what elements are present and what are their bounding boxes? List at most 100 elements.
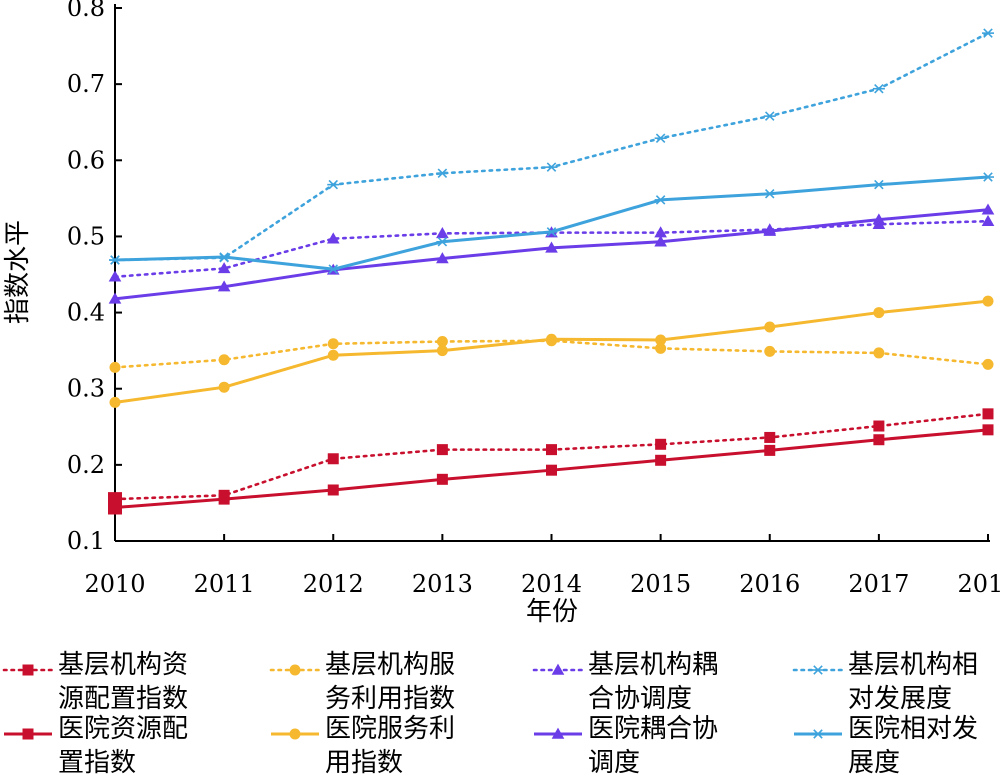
marker-stroke <box>764 111 775 121</box>
data-point <box>545 241 558 253</box>
marker-stroke <box>546 227 557 237</box>
x-tick-label: 2011 <box>194 570 255 598</box>
legend-symbol <box>269 664 321 676</box>
data-point <box>981 203 995 215</box>
legend-label: 基层机构资 源配置指数 <box>58 648 188 716</box>
data-point <box>982 424 994 436</box>
data-point <box>981 214 995 226</box>
data-point <box>108 500 122 515</box>
y-tick-label: 0.4 <box>67 299 105 327</box>
data-point <box>982 172 994 182</box>
series-8 <box>109 172 994 274</box>
data-point <box>109 361 121 373</box>
legend-label-line: 基层机构相 <box>848 650 979 680</box>
data-point <box>326 232 340 244</box>
x-tick-label: 2016 <box>739 570 800 598</box>
legend-label-line: 置指数 <box>58 748 137 778</box>
data-point <box>763 224 777 236</box>
legend-label-line: 医院耦合协 <box>588 714 719 744</box>
legend-item: 医院耦合协 调度 <box>530 712 718 780</box>
data-point <box>654 226 667 238</box>
x-tick-label: 2014 <box>521 570 582 598</box>
legend-item: 基层机构资 源配置指数 <box>0 648 188 716</box>
y-tick-label: 0.3 <box>67 375 105 403</box>
legend-label-line: 展度 <box>848 748 901 778</box>
y-tick-label: 0.5 <box>67 222 105 250</box>
legend-symbol <box>532 663 584 675</box>
data-point <box>655 438 667 450</box>
legend-label-line: 源配置指数 <box>58 684 189 714</box>
series-1 <box>108 408 994 507</box>
data-point <box>109 255 121 265</box>
data-point <box>109 396 121 408</box>
legend-label-line: 医院相对发 <box>848 714 979 744</box>
legend-item: 医院服务利 用指数 <box>267 712 455 780</box>
legend-label-line: 对发展度 <box>848 684 953 714</box>
marker-stroke <box>437 236 448 247</box>
data-point <box>654 133 667 143</box>
y-tick-label: 0.1 <box>67 527 105 555</box>
legend: 基层机构资 源配置指数 基层机构服 务利用指数 基层机构耦 合协调度 基层机构相 对发展度 医院… <box>0 640 1000 778</box>
x-tick-label: 2017 <box>848 570 909 598</box>
legend-label-line: 用指数 <box>325 748 404 778</box>
legend-label-line: 医院资源配 <box>58 714 189 744</box>
marker-stroke <box>655 133 666 143</box>
data-point <box>982 28 994 38</box>
data-point <box>545 162 558 172</box>
legend-label-line: 基层机构服 <box>325 650 456 680</box>
marker-stroke <box>546 162 557 172</box>
data-point <box>436 444 448 456</box>
data-point <box>872 83 885 94</box>
marker-stroke <box>983 28 993 38</box>
series-6 <box>109 295 994 408</box>
series-line <box>113 31 990 262</box>
legend-label-line: 务利用指数 <box>325 684 456 714</box>
data-point <box>873 347 885 359</box>
marker-stroke <box>219 252 229 262</box>
legend-item: 医院相对发 展度 <box>790 712 978 780</box>
x-tick-label: 2015 <box>630 570 691 598</box>
y-tick-label: 0.7 <box>67 70 105 98</box>
legend-label-line: 调度 <box>588 748 641 778</box>
data-point <box>327 264 340 274</box>
data-point <box>873 420 885 432</box>
data-point <box>436 345 448 357</box>
legend-symbol <box>534 727 582 739</box>
data-point <box>218 493 230 505</box>
data-point <box>764 321 776 333</box>
x-tick-label: 2010 <box>84 570 145 598</box>
x-tick-label: 2012 <box>303 570 364 598</box>
marker-stroke <box>110 255 120 265</box>
data-point <box>327 453 339 465</box>
data-point <box>218 252 231 262</box>
legend-label-line: 基层机构耦 <box>588 650 719 680</box>
marker-stroke <box>764 189 775 199</box>
x-tick-label: 2013 <box>412 570 473 598</box>
data-point <box>764 431 776 443</box>
marker-stroke <box>983 172 993 182</box>
data-point <box>873 434 885 446</box>
legend-item: 医院资源配 置指数 <box>0 712 188 780</box>
y-tick-label: 0.6 <box>67 146 105 174</box>
data-point <box>764 444 776 456</box>
x-axis-label: 年份 <box>526 597 578 627</box>
series-layer <box>108 28 995 515</box>
legend-label-line: 医院服务利 <box>325 714 456 744</box>
axes: 0.1 0.2 0.3 0.4 0.5 0.6 0.7 0.8 2010 2011 2012 2013… <box>67 0 1000 598</box>
legend-label: 医院耦合协 调度 <box>588 712 718 780</box>
data-point <box>546 464 557 476</box>
data-point <box>217 280 231 292</box>
data-point <box>218 354 230 366</box>
legend-label: 医院服务利 用指数 <box>325 712 455 780</box>
data-point <box>327 349 339 361</box>
data-point <box>763 189 776 199</box>
legend-symbol <box>2 664 54 676</box>
legend-symbol <box>794 729 842 739</box>
data-point <box>108 292 122 304</box>
data-point <box>655 334 667 346</box>
data-point <box>436 336 448 348</box>
legend-marker <box>812 665 824 675</box>
data-point <box>982 295 994 307</box>
legend-marker <box>289 728 301 740</box>
legend-item: 基层机构相 对发展度 <box>790 648 978 716</box>
